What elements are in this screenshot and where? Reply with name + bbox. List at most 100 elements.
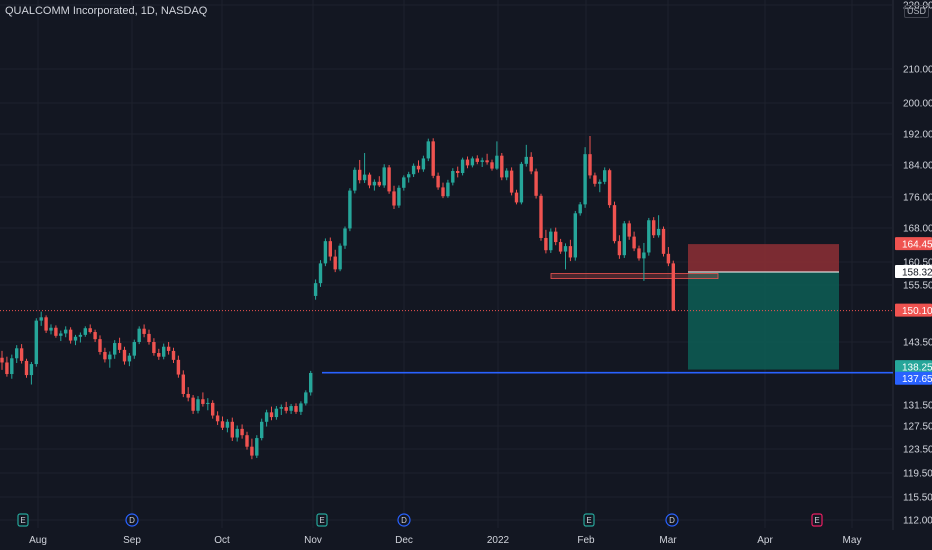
- candle-body: [157, 353, 161, 357]
- price-tick-label: 123.50: [903, 445, 932, 456]
- candle-body: [480, 160, 484, 162]
- candle-body: [181, 374, 185, 394]
- candle-body: [431, 141, 435, 176]
- price-badge-label: 138.25: [902, 363, 932, 374]
- candle-body: [113, 343, 117, 355]
- candle-body: [387, 167, 391, 192]
- candle-body: [269, 412, 274, 418]
- candle-body: [367, 174, 372, 186]
- support-zone: [550, 273, 719, 279]
- candle-body: [612, 205, 617, 242]
- candle-body: [593, 175, 597, 184]
- candle-body: [235, 428, 239, 438]
- currency-label[interactable]: USD: [904, 5, 930, 18]
- candle-body: [274, 408, 279, 418]
- event-marker-label: D: [669, 516, 675, 525]
- candle-body: [514, 192, 519, 203]
- candle-body: [68, 329, 73, 341]
- candle-body: [539, 195, 543, 238]
- candle-body: [446, 182, 450, 197]
- price-badge: [895, 265, 932, 279]
- price-badge-label: 150.10: [902, 306, 932, 317]
- candle-body: [64, 329, 68, 334]
- candle-body: [304, 392, 308, 404]
- time-tick-label: Aug: [29, 535, 47, 546]
- candle-body: [637, 248, 641, 259]
- candle-body: [191, 397, 195, 411]
- earnings-marker: [316, 513, 328, 527]
- price-tick-label: 168.00: [903, 224, 932, 235]
- candle-body: [220, 421, 225, 428]
- candle-body: [49, 327, 53, 331]
- candle-body: [93, 332, 97, 340]
- candle-body: [495, 155, 499, 169]
- candle-body: [59, 333, 63, 336]
- time-tick-label: Sep: [123, 535, 141, 546]
- candle-body: [661, 228, 666, 254]
- candle-body: [147, 333, 151, 342]
- candle-body: [475, 158, 479, 162]
- candle-body: [534, 171, 538, 196]
- candle-body: [558, 242, 563, 252]
- price-tick-label: 184.00: [903, 161, 932, 172]
- candle-body: [0, 357, 4, 363]
- candle-body: [500, 155, 504, 178]
- candle-body: [470, 158, 475, 166]
- candle-body: [24, 360, 29, 376]
- candle-body: [10, 358, 14, 375]
- candle-body: [176, 359, 181, 375]
- candle-body: [362, 174, 367, 181]
- event-marker-label: E: [586, 516, 591, 525]
- candle-body: [284, 407, 288, 411]
- candle-body: [358, 169, 362, 181]
- candle-body: [509, 170, 514, 193]
- candle-body: [122, 349, 127, 362]
- candle-body: [196, 399, 200, 411]
- candle-body: [617, 241, 622, 256]
- earnings-marker: [583, 513, 595, 527]
- event-marker-label: E: [20, 516, 25, 525]
- candle-body: [318, 263, 323, 284]
- time-tick-label: 2022: [487, 535, 510, 546]
- candle-body: [568, 246, 573, 258]
- price-tick-label: 143.50: [903, 338, 932, 349]
- candle-body: [441, 187, 445, 197]
- candle-body: [451, 171, 455, 183]
- candle-body: [15, 348, 19, 359]
- candle-body: [132, 342, 136, 356]
- candle-body: [255, 438, 259, 456]
- candle-body: [549, 231, 553, 251]
- earnings-marker: [811, 513, 823, 527]
- candle-body: [333, 256, 337, 270]
- candle-body: [402, 177, 406, 188]
- price-tick-label: 127.50: [903, 422, 932, 433]
- price-badge-label: 158.32: [902, 268, 932, 279]
- event-marker-label: E: [814, 516, 819, 525]
- price-tick-label: 155.50: [903, 281, 932, 292]
- candle-body: [627, 223, 631, 237]
- candle-body: [142, 328, 146, 334]
- candle-body: [407, 174, 411, 178]
- candle-body: [260, 421, 264, 439]
- candle-body: [215, 415, 220, 422]
- candle-body: [83, 328, 87, 335]
- candle-body: [554, 231, 558, 243]
- candle-body: [19, 348, 24, 361]
- candle-body: [103, 351, 107, 360]
- candle-body: [98, 339, 102, 352]
- candle-body: [588, 154, 592, 176]
- price-tick-label: 200.00: [903, 99, 932, 110]
- candle-body: [583, 154, 587, 205]
- candle-body: [656, 228, 661, 236]
- candle-body: [372, 181, 377, 186]
- candle-body: [421, 158, 426, 170]
- time-tick-label: May: [843, 535, 862, 546]
- candle-body: [456, 171, 460, 173]
- price-tick-label: 210.00: [903, 65, 932, 76]
- candle-body: [607, 170, 612, 206]
- time-tick-label: Apr: [757, 535, 773, 546]
- candle-body: [465, 159, 470, 166]
- candle-body: [73, 336, 78, 341]
- candle-body: [39, 317, 43, 321]
